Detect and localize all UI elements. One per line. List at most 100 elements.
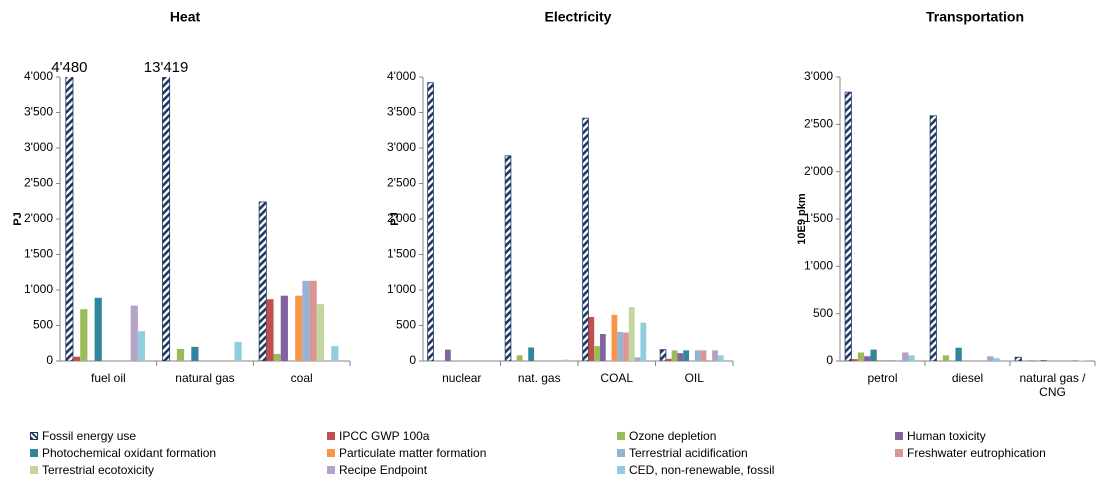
bar bbox=[80, 309, 88, 361]
y-tick-label: 3'500 bbox=[24, 105, 53, 119]
bar bbox=[562, 359, 569, 361]
legend-label: IPCC GWP 100a bbox=[339, 429, 430, 443]
legend-label: Particulate matter formation bbox=[339, 446, 487, 460]
bar bbox=[137, 331, 146, 361]
legend-label: Recipe Endpoint bbox=[339, 463, 428, 477]
y-tick-label: 0 bbox=[826, 353, 833, 367]
bars bbox=[427, 82, 724, 361]
bar bbox=[671, 350, 678, 361]
y-tick-label: 2'000 bbox=[24, 211, 53, 225]
legend-item: IPCC GWP 100a bbox=[327, 429, 429, 443]
y-tick-label: 0 bbox=[46, 353, 53, 367]
bar bbox=[280, 295, 288, 361]
legend-swatch bbox=[617, 449, 625, 457]
bar bbox=[712, 350, 718, 361]
bar bbox=[864, 356, 871, 361]
bar bbox=[234, 341, 242, 361]
bar bbox=[955, 347, 962, 361]
bar bbox=[331, 346, 339, 361]
data-label: 13'419 bbox=[144, 59, 189, 76]
bar bbox=[316, 304, 324, 361]
chart-title: Transportation bbox=[926, 9, 1024, 25]
bar bbox=[1040, 360, 1047, 361]
bar bbox=[302, 280, 310, 361]
bar bbox=[504, 155, 512, 361]
legend-item: CED, non-renewable, fossil bbox=[617, 463, 774, 477]
legend-label: Photochemical oxidant formation bbox=[42, 446, 217, 460]
legend-item: Recipe Endpoint bbox=[327, 463, 427, 477]
legend-swatch bbox=[327, 432, 335, 440]
bar bbox=[258, 201, 267, 361]
bar bbox=[582, 117, 589, 361]
y-tick-label: 4'000 bbox=[387, 69, 416, 83]
y-tick-label: 500 bbox=[396, 318, 416, 332]
bar bbox=[611, 314, 618, 361]
y-axis-label: 10E9 pkm bbox=[796, 193, 808, 245]
bar bbox=[683, 350, 690, 361]
bar bbox=[94, 297, 102, 361]
bar bbox=[870, 349, 877, 361]
legend-label: Fossil energy use bbox=[42, 429, 137, 443]
y-tick-label: 1'500 bbox=[24, 247, 53, 261]
legend-label: Terrestrial ecotoxicity bbox=[42, 463, 155, 477]
legend-swatch bbox=[30, 432, 38, 440]
x-tick-label-box: diesel bbox=[951, 371, 984, 385]
bar bbox=[700, 350, 707, 361]
bar bbox=[295, 295, 303, 361]
bar bbox=[130, 305, 138, 361]
bar bbox=[191, 346, 199, 361]
bar bbox=[588, 316, 595, 361]
legend-item: Human toxicity bbox=[895, 429, 986, 443]
bar bbox=[908, 355, 915, 361]
legend-swatch bbox=[30, 466, 38, 474]
y-tick-label: 500 bbox=[813, 306, 833, 320]
legend-item: Particulate matter formation bbox=[327, 446, 486, 460]
bar bbox=[876, 360, 884, 361]
bar bbox=[273, 353, 281, 361]
x-tick-label-box: coal bbox=[291, 371, 313, 385]
x-tick-label: diesel bbox=[951, 371, 984, 385]
legend-item: Ozone depletion bbox=[617, 429, 716, 443]
bar bbox=[665, 358, 672, 361]
bar bbox=[677, 353, 684, 361]
y-tick-label: 3'000 bbox=[24, 140, 53, 154]
legend-swatch bbox=[895, 449, 903, 457]
legend-swatch bbox=[895, 432, 903, 440]
bar bbox=[1014, 356, 1022, 361]
y-tick-label: 3'500 bbox=[387, 105, 416, 119]
bar bbox=[162, 77, 171, 361]
x-tick-label: natural gas / CNG bbox=[1019, 371, 1086, 399]
legend-label: Terrestrial acidification bbox=[629, 446, 748, 460]
y-tick-label: 2'000 bbox=[387, 211, 416, 225]
y-tick-label: 3'000 bbox=[804, 69, 833, 83]
y-axis-label: PJ bbox=[12, 212, 24, 225]
bar bbox=[929, 115, 937, 361]
y-tick-label: 1'500 bbox=[387, 247, 416, 261]
y-tick-label: 1'000 bbox=[24, 282, 53, 296]
bar bbox=[694, 350, 701, 361]
y-tick-label: 2'500 bbox=[387, 176, 416, 190]
y-tick-label: 1'000 bbox=[804, 259, 833, 273]
bar bbox=[73, 356, 81, 361]
bar bbox=[889, 360, 896, 361]
bar bbox=[623, 332, 629, 361]
legend-item: Terrestrial acidification bbox=[617, 446, 748, 460]
x-tick-label-box: OIL bbox=[685, 371, 704, 385]
bar bbox=[993, 358, 1000, 361]
x-tick-label-box: nuclear bbox=[442, 371, 481, 385]
chart-title: Heat bbox=[170, 9, 201, 25]
bar bbox=[640, 322, 647, 361]
legend-swatch bbox=[617, 432, 625, 440]
bar bbox=[844, 91, 852, 361]
bar bbox=[902, 352, 909, 361]
y-tick-label: 1'000 bbox=[387, 282, 416, 296]
bar bbox=[1027, 360, 1035, 361]
bar bbox=[516, 355, 523, 361]
legend-item: Photochemical oxidant formation bbox=[30, 446, 216, 460]
bar bbox=[883, 360, 890, 361]
legend-label: Human toxicity bbox=[907, 429, 986, 443]
x-tick-label-box: COAL bbox=[600, 371, 633, 385]
y-tick-label: 3'000 bbox=[387, 140, 416, 154]
